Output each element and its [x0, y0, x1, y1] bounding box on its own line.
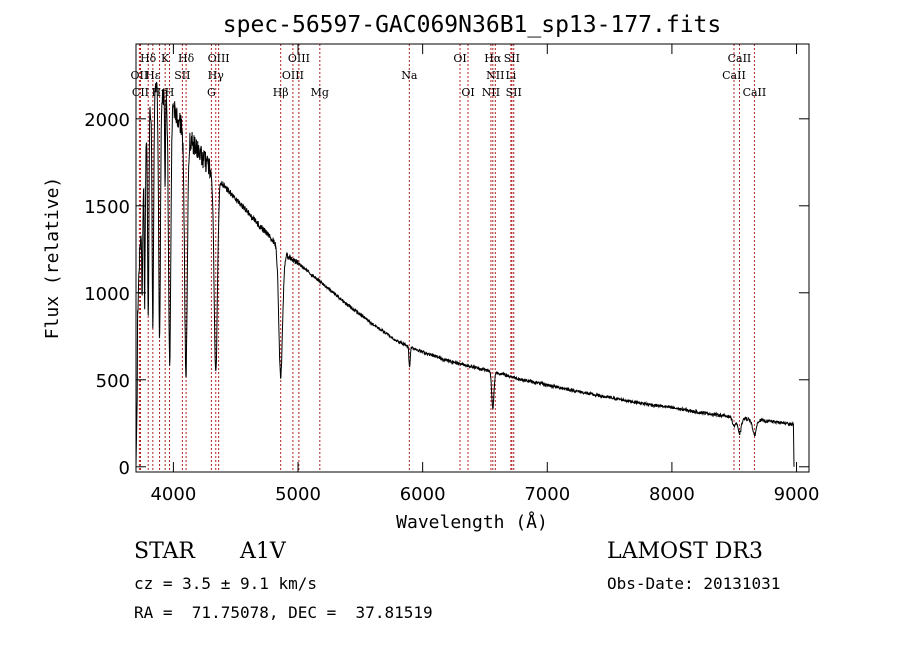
y-tick-label: 1500 — [84, 197, 130, 218]
plot-frame — [135, 43, 810, 473]
y-axis-label: Flux (relative) — [42, 177, 63, 340]
coordinates-line: RA = 71.75078, DEC = 37.81519 — [134, 603, 433, 622]
line-markers — [138, 44, 755, 472]
line-marker-label: Hδ — [140, 52, 157, 65]
line-marker-label: OIII — [208, 52, 230, 65]
line-marker-label: K — [161, 52, 170, 65]
line-marker-label: CaII — [722, 69, 746, 82]
x-tick-label: 6000 — [400, 484, 446, 505]
y-axis-ticks: 0 500 1000 1500 2000 — [84, 110, 809, 479]
object-class: STAR — [134, 539, 195, 564]
line-marker-label: CaII — [728, 52, 752, 65]
line-marker-label: CII — [132, 86, 149, 99]
x-tick-label: 7000 — [524, 484, 570, 505]
obs-date-line: Obs-Date: 20131031 — [607, 574, 781, 593]
line-marker-label: NII — [486, 69, 504, 82]
x-tick-label: 4000 — [150, 484, 196, 505]
chart-title: spec-56597-GAC069N36B1_sp13-177.fits — [223, 12, 722, 38]
line-marker-label: Na — [401, 69, 418, 82]
line-marker-label: H — [165, 86, 175, 99]
spectrum-line — [135, 81, 795, 467]
line-marker-label: NII — [482, 86, 500, 99]
line-marker-label: OIII — [282, 69, 304, 82]
y-tick-label: 2000 — [84, 110, 130, 131]
line-marker-label: Hβ — [273, 86, 289, 99]
subclass: A1V — [240, 539, 286, 564]
line-marker-label: OI — [461, 86, 474, 99]
line-marker-label: SII — [504, 52, 520, 65]
survey-name: LAMOST DR3 — [607, 539, 763, 564]
x-axis-label: Wavelength (Å) — [396, 511, 548, 533]
line-marker-label: OIII — [288, 52, 310, 65]
line-marker-label: Hε — [145, 69, 161, 82]
line-marker-label: OI — [453, 52, 466, 65]
line-marker-label: SII — [174, 69, 190, 82]
line-marker-label: Hγ — [208, 69, 225, 82]
x-axis-ticks: 4000 5000 6000 7000 8000 9000 — [150, 44, 819, 505]
line-marker-label: SII — [506, 86, 522, 99]
redshift-line: cz = 3.5 ± 9.1 km/s — [134, 574, 318, 593]
y-tick-label: 1000 — [84, 284, 130, 305]
y-tick-label: 0 — [119, 458, 130, 479]
line-marker-label: Mg — [311, 86, 329, 99]
line-marker-label: CaII — [743, 86, 767, 99]
line-marker-label: G — [207, 86, 216, 99]
y-tick-label: 500 — [96, 371, 130, 392]
x-tick-label: 8000 — [649, 484, 695, 505]
line-marker-label: OII — [131, 69, 149, 82]
line-marker-label: Hα — [484, 52, 502, 65]
line-marker-label: Hδ — [178, 52, 195, 65]
x-tick-label: 5000 — [275, 484, 321, 505]
x-tick-label: 9000 — [774, 484, 820, 505]
line-marker-label: Li — [505, 69, 516, 82]
